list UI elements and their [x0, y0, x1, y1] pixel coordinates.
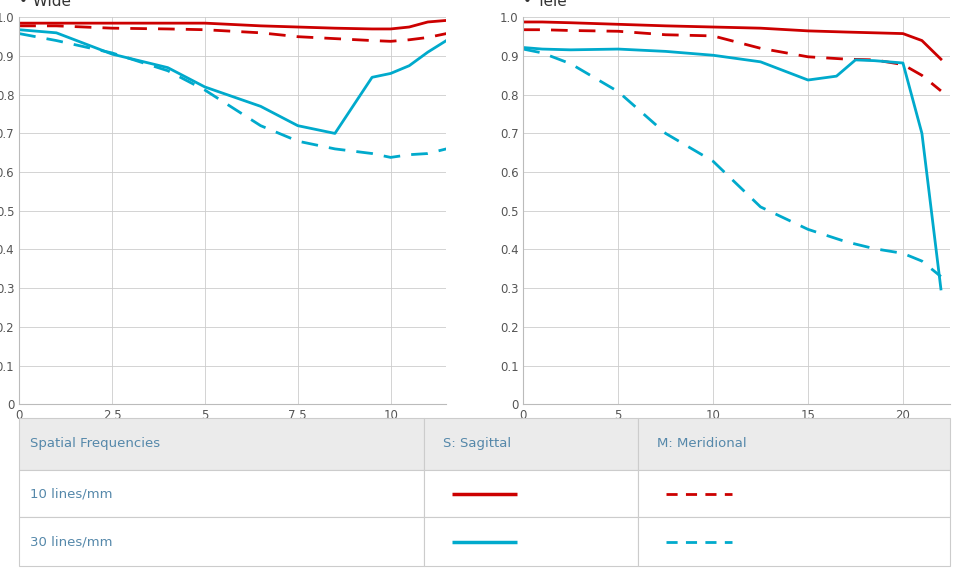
Text: Spatial Frequencies: Spatial Frequencies: [31, 437, 160, 450]
Bar: [19, 418, 424, 470]
Bar: [424, 470, 638, 517]
Legend: S10, M10, S30, M30: S10, M10, S30, M30: [575, 461, 899, 485]
Bar: [424, 418, 638, 470]
Bar: [19, 470, 424, 517]
Text: M: Meridional: M: Meridional: [657, 437, 747, 450]
Text: • Wide: • Wide: [19, 0, 71, 9]
Bar: [638, 517, 950, 566]
Bar: [638, 418, 950, 470]
Bar: [19, 517, 424, 566]
Text: • Tele: • Tele: [523, 0, 567, 9]
Text: S: Sagittal: S: Sagittal: [443, 437, 511, 450]
Text: f=3.5: f=3.5: [411, 439, 446, 452]
Legend: S10, M10, S30, M30: S10, M10, S30, M30: [71, 461, 395, 485]
Text: 30 lines/mm: 30 lines/mm: [31, 535, 113, 549]
Bar: [638, 470, 950, 517]
Text: 10 lines/mm: 10 lines/mm: [31, 487, 113, 500]
Text: f=4.5: f=4.5: [916, 439, 950, 452]
Bar: [424, 517, 638, 566]
